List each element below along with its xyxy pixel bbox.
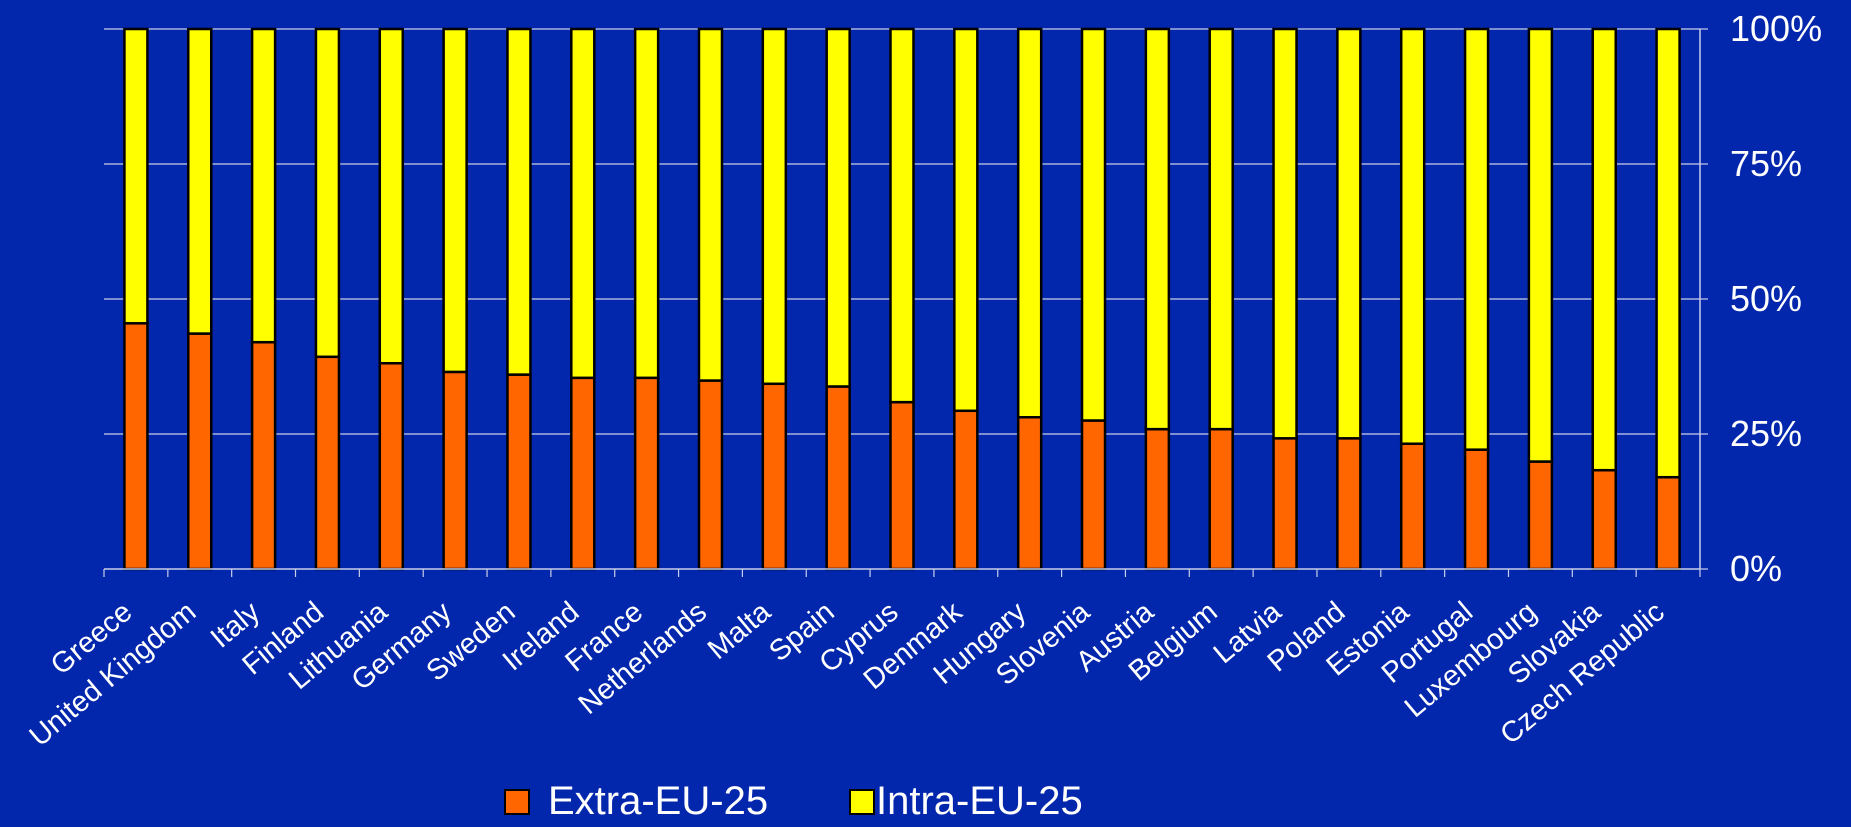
bar-extra-eu-25-spain — [825, 385, 851, 571]
bar-intra-eu-25-estonia — [1399, 27, 1426, 445]
bar-intra-eu-25-hungary — [1016, 27, 1043, 419]
bar-extra-eu-25-hungary — [1016, 416, 1043, 571]
bar-extra-eu-25-sweden — [506, 373, 532, 571]
bar-extra-eu-25-lithuania — [378, 362, 405, 571]
y-tick-label: 75% — [1730, 143, 1802, 184]
bar-intra-eu-25-latvia — [1272, 27, 1298, 440]
bar-extra-eu-25-austria — [1144, 427, 1171, 571]
legend-swatch-extra-eu — [504, 789, 530, 815]
bar-intra-eu-25-finland — [314, 27, 341, 359]
bars — [123, 27, 1681, 571]
bar-intra-eu-25-spain — [825, 27, 851, 388]
bar-intra-eu-25-germany — [442, 27, 468, 374]
bar-extra-eu-25-ireland — [570, 376, 596, 571]
x-tick-label-malta: Malta — [702, 595, 778, 666]
legend-label-extra-eu: Extra-EU-25 — [548, 779, 768, 822]
bar-intra-eu-25-luxembourg — [1527, 27, 1554, 463]
bar-intra-eu-25-cyprus — [889, 27, 915, 404]
bar-intra-eu-25-belgium — [1208, 27, 1234, 431]
bar-intra-eu-25-united-kingdom — [187, 27, 213, 335]
legend: Extra-EU-25 Intra-EU-25 — [504, 779, 1083, 823]
y-tick-labels: 0% 25% 50% 75% 100% — [1730, 8, 1822, 589]
axes — [103, 28, 1708, 577]
bar-extra-eu-25-poland — [1336, 437, 1362, 571]
bar-intra-eu-25-lithuania — [378, 27, 405, 365]
bar-extra-eu-25-finland — [314, 355, 341, 571]
y-tick-label: 25% — [1730, 413, 1802, 454]
y-tick-label: 100% — [1730, 8, 1822, 49]
bar-extra-eu-25-france — [633, 376, 660, 571]
bar-intra-eu-25-czech-republic — [1655, 27, 1681, 479]
bar-extra-eu-25-belgium — [1208, 427, 1234, 571]
bar-extra-eu-25-malta — [761, 382, 788, 571]
bar-extra-eu-25-greece — [123, 322, 149, 571]
bar-extra-eu-25-denmark — [953, 409, 979, 571]
bar-extra-eu-25-luxembourg — [1527, 460, 1554, 571]
bar-intra-eu-25-sweden — [506, 27, 532, 376]
bar-intra-eu-25-slovakia — [1591, 27, 1617, 472]
bar-intra-eu-25-italy — [250, 27, 277, 344]
bar-extra-eu-25-slovenia — [1080, 419, 1107, 571]
y-tick-label: 50% — [1730, 278, 1802, 319]
bar-intra-eu-25-portugal — [1463, 27, 1490, 451]
bar-intra-eu-25-denmark — [953, 27, 979, 413]
bar-intra-eu-25-austria — [1144, 27, 1171, 431]
bar-intra-eu-25-ireland — [570, 27, 596, 380]
bar-extra-eu-25-united-kingdom — [187, 332, 213, 571]
bar-extra-eu-25-czech-republic — [1655, 475, 1681, 571]
bar-intra-eu-25-netherlands — [697, 27, 724, 382]
bar-extra-eu-25-slovakia — [1591, 468, 1617, 571]
bar-intra-eu-25-poland — [1336, 27, 1362, 440]
bar-extra-eu-25-latvia — [1272, 437, 1298, 571]
bar-intra-eu-25-greece — [123, 27, 149, 325]
bar-extra-eu-25-cyprus — [889, 400, 915, 571]
bar-extra-eu-25-germany — [442, 370, 468, 571]
bar-extra-eu-25-estonia — [1399, 442, 1426, 571]
bar-intra-eu-25-malta — [761, 27, 788, 386]
bar-extra-eu-25-netherlands — [697, 379, 724, 571]
legend-label-intra-eu: Intra-EU-25 — [876, 779, 1083, 822]
y-tick-label: 0% — [1730, 548, 1782, 589]
bar-intra-eu-25-slovenia — [1080, 27, 1107, 422]
legend-swatch-intra-eu — [849, 789, 875, 815]
bar-extra-eu-25-italy — [250, 340, 277, 571]
bar-extra-eu-25-portugal — [1463, 448, 1490, 571]
bar-intra-eu-25-france — [633, 27, 660, 380]
